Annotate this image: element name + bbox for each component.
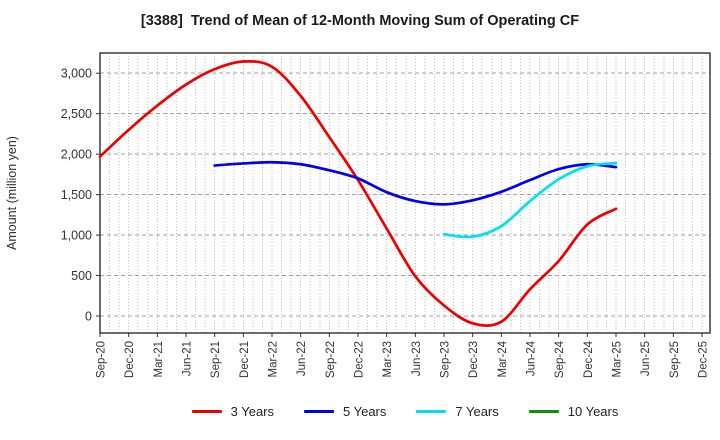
legend-swatch-5-years — [304, 410, 334, 413]
legend-item-10-years: 10 Years — [528, 404, 619, 419]
y-tick-label: 2,500 — [61, 107, 92, 121]
chart-legend: 3 Years 5 Years 7 Years 10 Years — [100, 404, 710, 419]
x-tick-label: Mar-25 — [612, 341, 624, 377]
legend-item-3-years: 3 Years — [191, 404, 274, 419]
legend-item-7-years: 7 Years — [416, 404, 499, 419]
legend-label-7-years: 7 Years — [455, 404, 499, 419]
legend-label-3-years: 3 Years — [230, 404, 274, 419]
x-tick-label: Dec-22 — [354, 341, 366, 378]
plot-border — [99, 52, 711, 334]
x-tick-label: Jun-25 — [640, 341, 652, 376]
x-tick-label: Dec-24 — [583, 340, 595, 378]
x-tick-label: Mar-21 — [153, 341, 165, 377]
legend-swatch-3-years — [191, 410, 222, 413]
legend-item-5-years: 5 Years — [304, 404, 386, 419]
legend-swatch-7-years — [416, 410, 447, 413]
x-tick-label: Dec-21 — [239, 341, 251, 378]
x-tick-label: Jun-24 — [526, 340, 538, 376]
x-tick-label: Dec-20 — [124, 341, 136, 378]
series-line-7-years — [442, 161, 618, 239]
y-tick-label: 3,000 — [61, 67, 92, 81]
y-tick-label: 1,000 — [61, 229, 92, 243]
y-tick-label: 500 — [71, 269, 92, 283]
y-tick-label: 2,000 — [61, 148, 92, 162]
x-tick-label: Sep-25 — [669, 341, 681, 378]
x-tick-label: Dec-23 — [468, 341, 480, 378]
x-tick-label: Sep-24 — [554, 340, 566, 378]
x-tick-label: Sep-21 — [210, 341, 222, 378]
y-tick-label: 1,500 — [61, 188, 92, 202]
y-axis-label: Amount (million yen) — [5, 136, 19, 250]
series-line-3-years — [98, 59, 618, 327]
legend-label-5-years: 5 Years — [343, 404, 387, 419]
x-tick-label: Jun-21 — [182, 341, 194, 376]
x-tick-label: Sep-20 — [96, 341, 108, 378]
y-tick-label: 0 — [85, 310, 92, 324]
x-tick-label: Jun-23 — [411, 341, 423, 376]
x-tick-label: Mar-23 — [382, 341, 394, 377]
chart-title: [3388] Trend of Mean of 12-Month Moving … — [140, 13, 580, 29]
x-tick-label: Dec-25 — [698, 341, 710, 378]
x-tick-label: Mar-24 — [497, 340, 509, 377]
series-line-5-years — [213, 160, 618, 206]
x-tick-label: Sep-23 — [440, 341, 452, 378]
x-tick-label: Jun-22 — [296, 341, 308, 376]
legend-label-10-years: 10 Years — [567, 404, 619, 419]
x-tick-label: Sep-22 — [325, 341, 337, 378]
legend-swatch-10-years — [528, 410, 559, 413]
x-tick-label: Mar-22 — [268, 341, 280, 377]
